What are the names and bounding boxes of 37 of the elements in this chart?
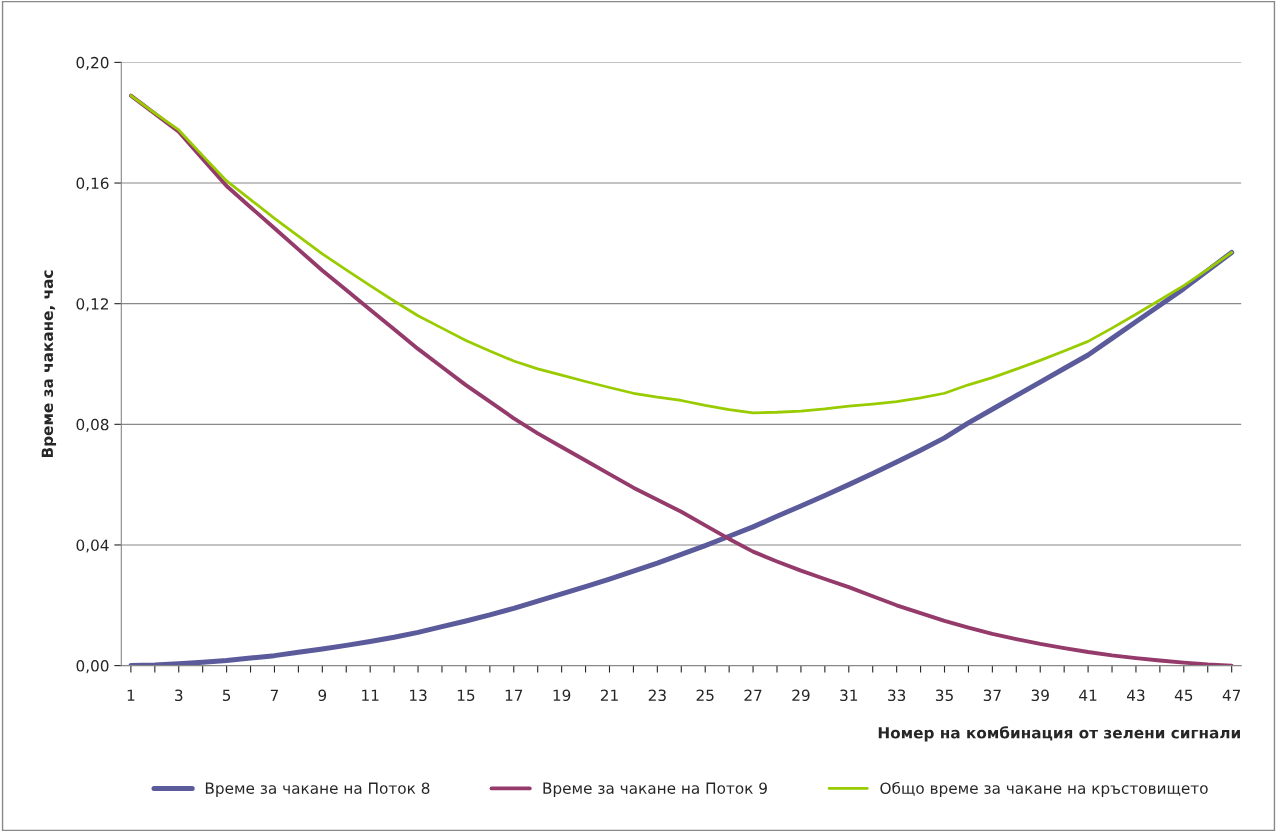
x-tick-label: 27 xyxy=(744,689,762,701)
x-tick-label: 5 xyxy=(222,689,231,702)
x-tick-label: 9 xyxy=(318,689,327,702)
x-tick-label: 15 xyxy=(457,689,475,702)
x-tick-label: 39 xyxy=(1031,689,1049,702)
x-axis-title: Номер на комбинация от зелени сигнали xyxy=(878,726,1240,742)
x-tick-label: 45 xyxy=(1174,689,1193,702)
x-tick-label: 3 xyxy=(175,689,183,702)
x-tick-label: 31 xyxy=(840,689,858,702)
y-tick-label: 0,20 xyxy=(76,56,109,70)
y-tick-label: 0,16 xyxy=(76,177,109,191)
legend-label: Време за чакане на Поток 9 xyxy=(543,782,767,797)
x-tick-label: 33 xyxy=(888,689,906,702)
x-tick-label: 35 xyxy=(935,689,953,702)
x-tick-label: 19 xyxy=(553,689,571,702)
x-tick-label: 43 xyxy=(1126,689,1145,702)
x-tick-label: 29 xyxy=(792,689,810,702)
legend-label: Време за чакане на Поток 8 xyxy=(205,782,430,797)
x-tick-label: 7 xyxy=(270,689,279,701)
y-tick-label: 0,12 xyxy=(76,298,108,312)
x-tick-label: 11 xyxy=(362,689,379,701)
y-axis-title: Време за чакане, час xyxy=(41,270,57,458)
x-tick-label: 37 xyxy=(983,689,1001,702)
y-tick-label: 0,04 xyxy=(76,539,109,553)
x-tick-label: 47 xyxy=(1222,689,1241,701)
legend-label: Общо време за чакане на кръстовището xyxy=(880,781,1208,797)
x-tick-label: 25 xyxy=(696,689,714,702)
x-tick-label: 1 xyxy=(127,689,135,701)
line-series xyxy=(129,94,1234,415)
x-tick-label: 41 xyxy=(1079,689,1097,701)
x-tick-label: 23 xyxy=(648,689,666,702)
y-tick-label: 0,08 xyxy=(76,418,109,432)
line-series xyxy=(128,93,1234,666)
x-tick-label: 21 xyxy=(600,689,618,701)
x-tick-label: 13 xyxy=(410,689,427,702)
y-tick-label: 0,00 xyxy=(76,660,109,674)
x-tick-label: 17 xyxy=(505,689,523,701)
